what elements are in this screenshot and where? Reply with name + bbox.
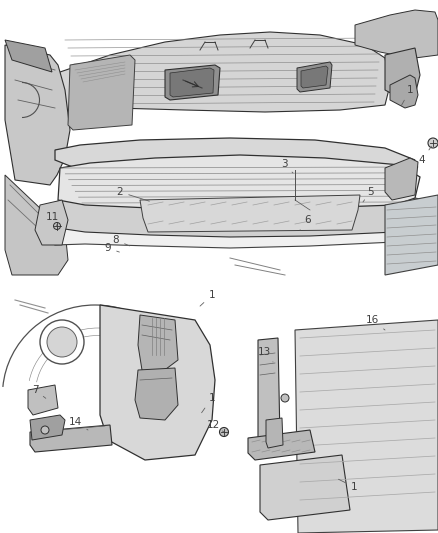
Polygon shape [5, 40, 52, 72]
Polygon shape [58, 188, 420, 237]
Polygon shape [258, 338, 280, 445]
Text: 1: 1 [200, 290, 215, 306]
Polygon shape [68, 55, 135, 130]
Text: 7: 7 [32, 385, 46, 398]
Text: 6: 6 [300, 215, 311, 230]
Circle shape [281, 394, 289, 402]
Polygon shape [385, 158, 418, 200]
Polygon shape [28, 385, 58, 415]
Polygon shape [30, 415, 65, 440]
Polygon shape [385, 195, 438, 275]
Polygon shape [165, 65, 220, 100]
Text: 8: 8 [113, 235, 130, 246]
Polygon shape [390, 75, 418, 108]
Polygon shape [355, 10, 438, 58]
Polygon shape [135, 368, 178, 420]
Polygon shape [38, 186, 438, 250]
Text: 4: 4 [419, 146, 431, 165]
Polygon shape [248, 430, 315, 460]
Polygon shape [35, 200, 68, 245]
Polygon shape [266, 418, 283, 448]
Circle shape [53, 222, 60, 230]
Polygon shape [58, 155, 420, 210]
Polygon shape [55, 138, 415, 174]
Polygon shape [5, 45, 70, 185]
Text: 1: 1 [201, 393, 215, 413]
Polygon shape [170, 68, 214, 97]
Text: 1: 1 [401, 85, 413, 106]
Text: 1: 1 [339, 479, 357, 492]
Circle shape [40, 320, 84, 364]
Text: 12: 12 [206, 420, 224, 432]
Polygon shape [301, 66, 328, 88]
Text: 2: 2 [117, 187, 149, 201]
Polygon shape [30, 425, 112, 452]
Text: 16: 16 [365, 315, 385, 330]
Circle shape [47, 327, 77, 357]
Circle shape [219, 427, 229, 437]
Polygon shape [52, 32, 390, 115]
Text: 13: 13 [258, 347, 273, 362]
Text: 5: 5 [363, 187, 373, 202]
Polygon shape [295, 320, 438, 533]
Text: 11: 11 [46, 212, 59, 226]
Text: 14: 14 [68, 417, 88, 430]
Polygon shape [260, 455, 350, 520]
Polygon shape [140, 195, 360, 232]
Polygon shape [385, 48, 420, 98]
Text: 9: 9 [105, 243, 120, 253]
Circle shape [41, 426, 49, 434]
Polygon shape [297, 62, 332, 92]
Polygon shape [5, 175, 68, 275]
Polygon shape [100, 305, 215, 460]
Circle shape [428, 138, 438, 148]
Polygon shape [138, 315, 178, 375]
Text: 3: 3 [281, 159, 293, 173]
